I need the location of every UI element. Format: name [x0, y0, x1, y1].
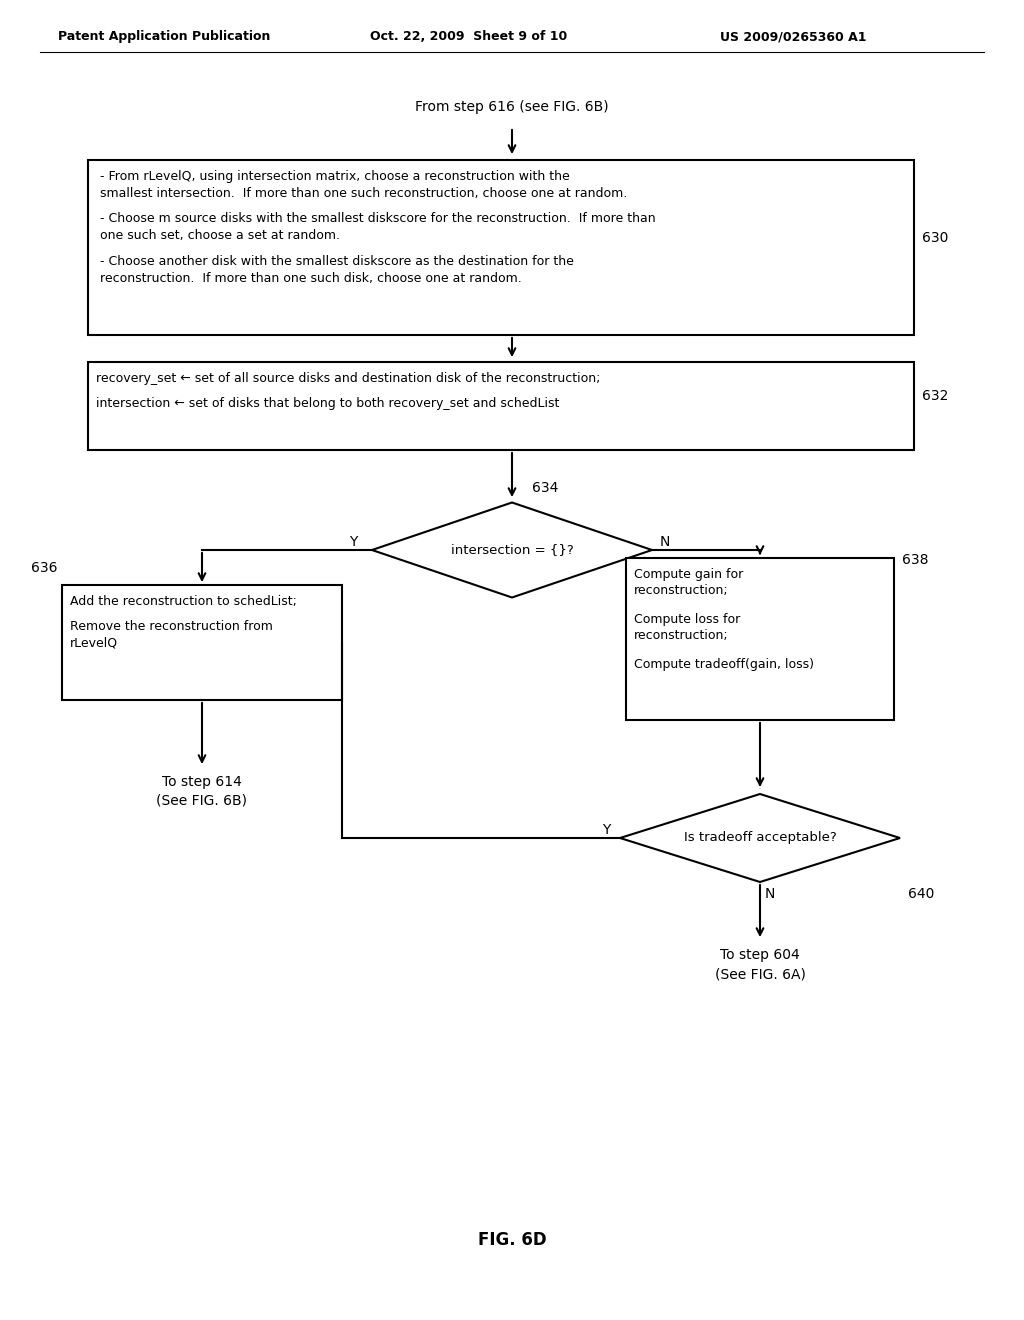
Text: Compute tradeoff(gain, loss): Compute tradeoff(gain, loss): [634, 657, 814, 671]
Text: Oct. 22, 2009  Sheet 9 of 10: Oct. 22, 2009 Sheet 9 of 10: [370, 30, 567, 44]
Bar: [88, 160, 914, 335]
Text: FIG. 6D: FIG. 6D: [477, 1232, 547, 1249]
Text: recovery_set ← set of all source disks and destination disk of the reconstructio: recovery_set ← set of all source disks a…: [96, 372, 600, 385]
Text: - From rLevelQ, using intersection matrix, choose a reconstruction with the: - From rLevelQ, using intersection matri…: [100, 170, 569, 183]
Polygon shape: [372, 503, 652, 598]
Text: Y: Y: [348, 535, 357, 549]
Text: Remove the reconstruction from: Remove the reconstruction from: [70, 620, 272, 634]
Text: 632: 632: [922, 389, 948, 403]
Text: smallest intersection.  If more than one such reconstruction, choose one at rand: smallest intersection. If more than one …: [100, 187, 628, 201]
Text: intersection = {}?: intersection = {}?: [451, 544, 573, 557]
Text: N: N: [765, 887, 775, 902]
Bar: [62, 585, 342, 700]
Text: 638: 638: [902, 553, 929, 568]
Text: reconstruction.  If more than one such disk, choose one at random.: reconstruction. If more than one such di…: [100, 272, 522, 285]
Text: 640: 640: [908, 887, 934, 902]
Text: To step 614: To step 614: [162, 775, 242, 789]
Bar: [88, 362, 914, 450]
Text: reconstruction;: reconstruction;: [634, 630, 729, 642]
Text: 630: 630: [922, 231, 948, 246]
Polygon shape: [620, 795, 900, 882]
Text: - Choose m source disks with the smallest diskscore for the reconstruction.  If : - Choose m source disks with the smalles…: [100, 213, 655, 224]
Text: reconstruction;: reconstruction;: [634, 583, 729, 597]
Text: From step 616 (see FIG. 6B): From step 616 (see FIG. 6B): [415, 100, 609, 114]
Text: - Choose another disk with the smallest diskscore as the destination for the: - Choose another disk with the smallest …: [100, 255, 573, 268]
Text: US 2009/0265360 A1: US 2009/0265360 A1: [720, 30, 866, 44]
Text: intersection ← set of disks that belong to both recovery_set and schedList: intersection ← set of disks that belong …: [96, 397, 559, 411]
Text: Is tradeoff acceptable?: Is tradeoff acceptable?: [684, 832, 837, 845]
Text: N: N: [660, 535, 671, 549]
Bar: [626, 558, 894, 719]
Text: (See FIG. 6B): (See FIG. 6B): [157, 795, 248, 808]
Text: 634: 634: [532, 480, 558, 495]
Text: Add the reconstruction to schedList;: Add the reconstruction to schedList;: [70, 595, 297, 609]
Text: Patent Application Publication: Patent Application Publication: [58, 30, 270, 44]
Text: Y: Y: [602, 822, 610, 837]
Text: (See FIG. 6A): (See FIG. 6A): [715, 968, 806, 981]
Text: To step 604: To step 604: [720, 948, 800, 962]
Text: one such set, choose a set at random.: one such set, choose a set at random.: [100, 228, 340, 242]
Text: 636: 636: [31, 561, 57, 576]
Text: Compute gain for: Compute gain for: [634, 568, 743, 581]
Text: rLevelQ: rLevelQ: [70, 638, 118, 649]
Text: Compute loss for: Compute loss for: [634, 612, 740, 626]
